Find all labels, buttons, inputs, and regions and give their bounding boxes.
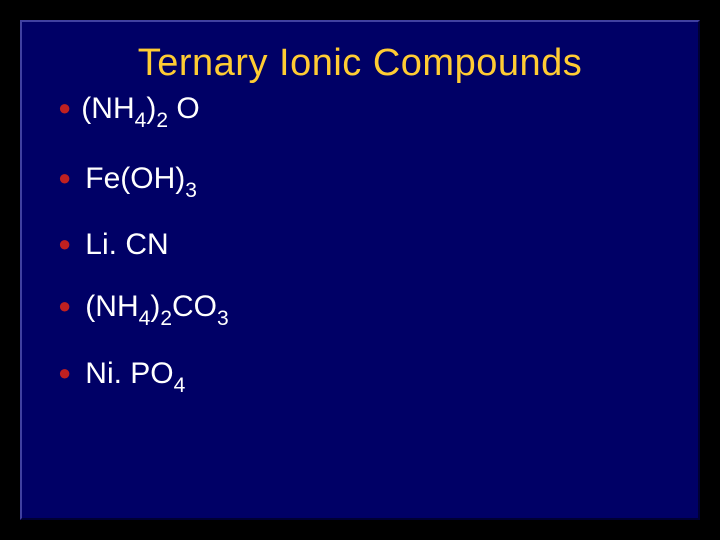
bullet-icon: ● bbox=[58, 233, 71, 255]
compound-item: ● Fe(OH)3 bbox=[58, 161, 662, 201]
compound-formula: Ni. PO4 bbox=[85, 356, 185, 396]
bullet-icon: ● bbox=[58, 97, 71, 119]
compound-formula: Fe(OH)3 bbox=[85, 161, 197, 201]
slide-container: Ternary Ionic Compounds ● (NH4)2 O ● Fe(OH)… bbox=[20, 20, 700, 520]
compound-item: ● Li. CN bbox=[58, 227, 662, 263]
compound-list: ● (NH4)2 O ● Fe(OH)3 ● Li. CN ● (NH4)2CO3 ● Ni. P… bbox=[58, 91, 662, 396]
compound-item: ● (NH4)2CO3 bbox=[58, 289, 662, 329]
bullet-icon: ● bbox=[58, 167, 71, 189]
compound-formula: (NH4)2CO3 bbox=[85, 289, 228, 329]
bullet-icon: ● bbox=[58, 295, 71, 317]
bullet-icon: ● bbox=[58, 362, 71, 384]
compound-formula: (NH4)2 O bbox=[81, 91, 199, 131]
compound-item: ● (NH4)2 O bbox=[58, 91, 662, 131]
compound-formula: Li. CN bbox=[85, 227, 168, 263]
compound-item: ● Ni. PO4 bbox=[58, 356, 662, 396]
slide-title: Ternary Ionic Compounds bbox=[58, 42, 662, 85]
